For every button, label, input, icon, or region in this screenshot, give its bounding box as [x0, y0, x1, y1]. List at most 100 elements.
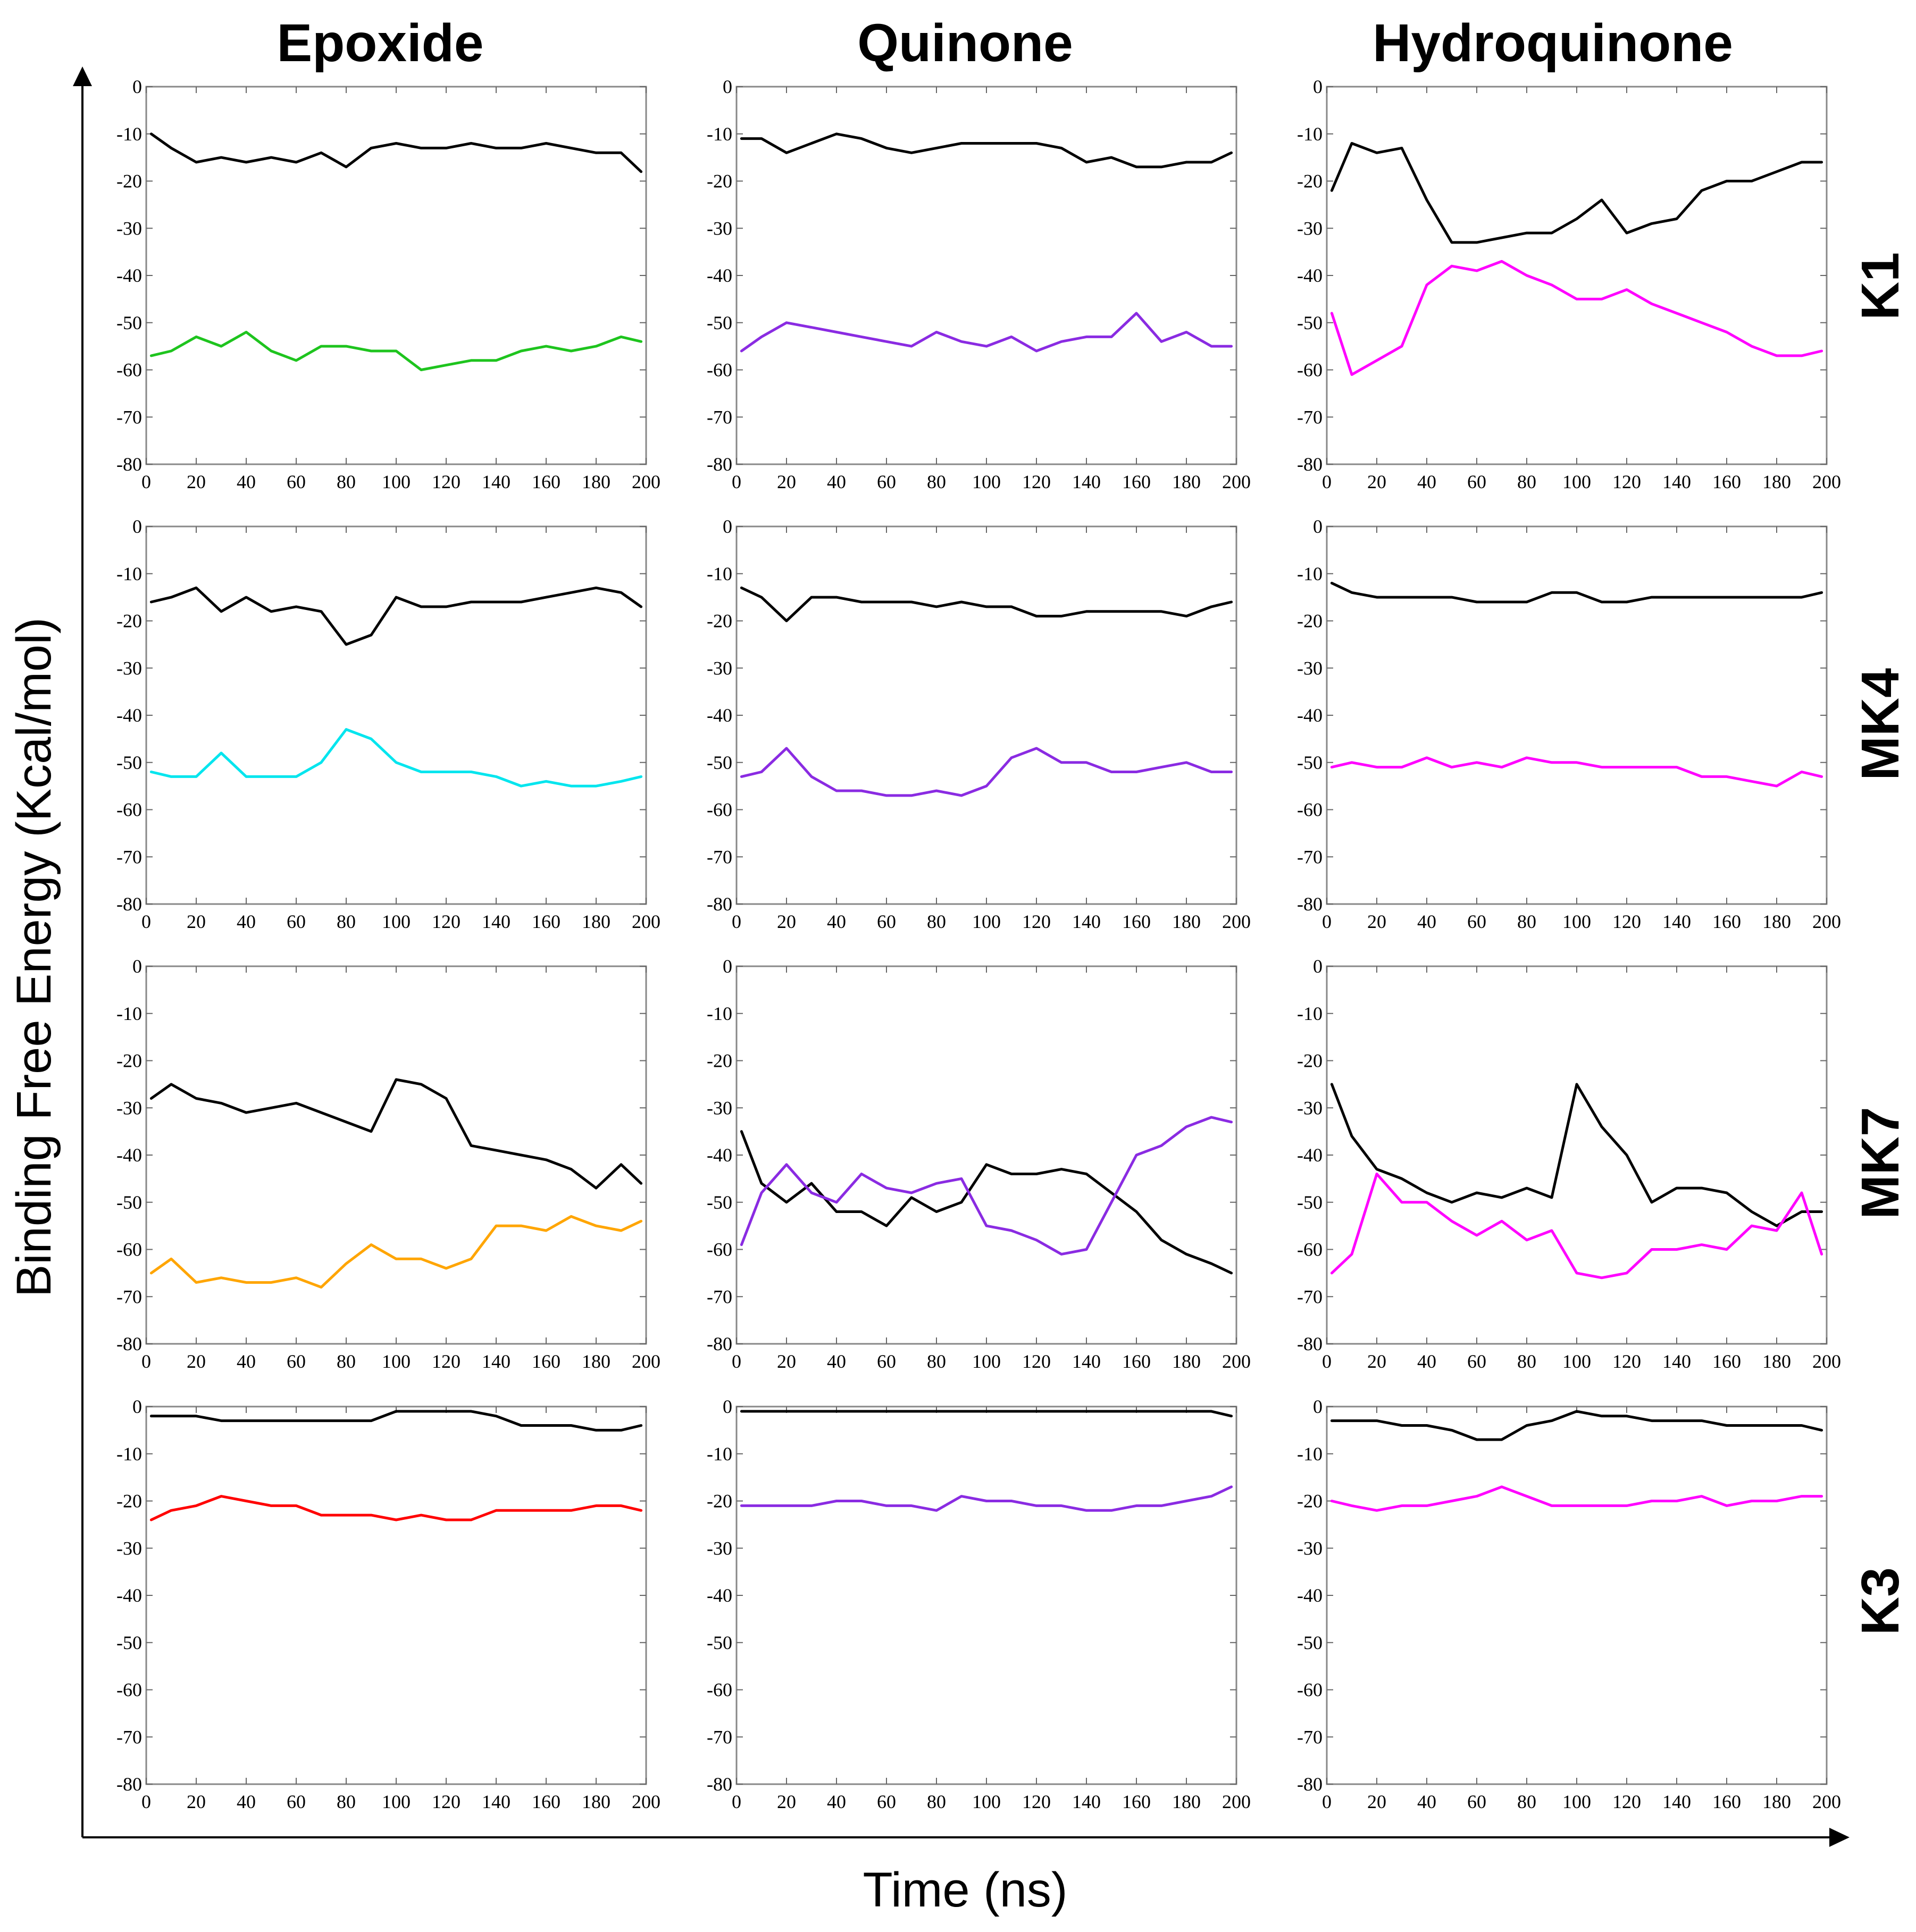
x-tick-label: 100 — [382, 1351, 411, 1372]
y-tick-label: -50 — [1297, 1192, 1323, 1213]
x-tick-label: 100 — [972, 471, 1001, 492]
y-tick-label: -20 — [116, 610, 142, 632]
x-tick-label: 80 — [927, 1351, 946, 1372]
x-tick-label: 140 — [482, 471, 511, 492]
y-tick-label: -20 — [116, 171, 142, 192]
panel-mk7-hydroquinone-frame — [1326, 965, 1828, 1345]
x-tick-label: 200 — [632, 1351, 660, 1372]
x-tick-label: 160 — [1712, 1791, 1741, 1812]
y-tick-label: -10 — [116, 123, 142, 145]
y-tick-label: -40 — [116, 1144, 142, 1166]
x-tick-label: 140 — [482, 1791, 511, 1812]
y-tick-label: -30 — [707, 1097, 732, 1118]
x-tick-label: 0 — [1322, 471, 1332, 492]
y-tick-label: -60 — [707, 1679, 732, 1701]
x-tick-label: 80 — [337, 471, 356, 492]
y-tick-label: -40 — [1297, 705, 1323, 726]
panel-k1-hydroquinone: 0-10-20-30-40-50-60-70-800 20 40 60 80 100 120… — [1297, 76, 1841, 492]
x-tick-label: 40 — [1417, 471, 1436, 492]
x-tick-label: 120 — [432, 1791, 461, 1812]
y-tick-label: -40 — [1297, 265, 1323, 286]
y-tick-label: -80 — [707, 893, 732, 915]
x-tick-label: 100 — [1562, 1351, 1591, 1372]
panel-k3-hydroquinone-series-1-line — [1330, 1485, 1823, 1512]
x-tick-label: 80 — [1517, 1351, 1536, 1372]
x-tick-label: 140 — [1662, 911, 1691, 932]
x-tick-label: 20 — [1367, 1791, 1386, 1812]
x-tick-label: 200 — [1812, 471, 1841, 492]
x-tick-label: 180 — [1762, 1791, 1791, 1812]
panel-mk4-hydroquinone-series-1-line — [1330, 756, 1823, 788]
y-tick-label: -50 — [116, 312, 142, 333]
y-tick-label: -30 — [116, 1097, 142, 1118]
x-tick-label: 60 — [287, 1351, 306, 1372]
x-tick-label: 80 — [927, 471, 946, 492]
y-tick-label: 0 — [723, 76, 732, 97]
row-title-k1: K1 — [1851, 252, 1910, 320]
x-tick-label: 0 — [1322, 1351, 1332, 1372]
y-tick-label: -30 — [1297, 1537, 1323, 1559]
y-tick-label: -80 — [707, 454, 732, 475]
y-tick-label: -10 — [707, 1443, 732, 1465]
x-tick-label: 40 — [237, 1351, 256, 1372]
y-tick-label: -80 — [116, 454, 142, 475]
y-tick-label: -20 — [707, 1050, 732, 1072]
panel-mk7-hydroquinone-series-1-line — [1330, 1173, 1823, 1279]
x-tick-label: 120 — [432, 911, 461, 932]
y-tick-label: 0 — [1313, 1396, 1323, 1417]
panel-k1-quinone-series-0-line — [740, 132, 1233, 169]
panel-mk4-quinone-series-1-line — [740, 747, 1233, 797]
y-tick-label: 0 — [1313, 76, 1323, 97]
panel-k3-quinone-frame — [735, 1406, 1237, 1785]
panel-mk4-hydroquinone-frame — [1326, 525, 1828, 905]
y-tick-label: -10 — [707, 563, 732, 584]
y-tick-label: 0 — [132, 956, 142, 977]
panel-mk7-epoxide-series-0-line — [149, 1078, 643, 1190]
panel-k1-quinone-series-1-line — [740, 312, 1233, 353]
panel-mk4-hydroquinone-series-0-line — [1330, 582, 1823, 604]
x-tick-label: 0 — [732, 471, 741, 492]
y-tick-label: -60 — [116, 1679, 142, 1701]
y-tick-label: -10 — [116, 563, 142, 584]
x-tick-label: 100 — [382, 471, 411, 492]
y-tick-label: -30 — [707, 1537, 732, 1559]
x-tick-label: 40 — [237, 471, 256, 492]
y-tick-label: -30 — [707, 657, 732, 679]
x-tick-label: 80 — [337, 911, 356, 932]
x-tick-label: 140 — [1072, 1351, 1101, 1372]
x-tick-label: 20 — [777, 1791, 796, 1812]
x-tick-label: 140 — [1662, 471, 1691, 492]
x-tick-label: 160 — [532, 911, 560, 932]
x-tick-label: 120 — [1022, 1351, 1051, 1372]
global-x-axis-arrow — [1829, 1828, 1850, 1847]
y-tick-label: -60 — [116, 359, 142, 381]
y-tick-label: 0 — [723, 956, 732, 977]
y-tick-label: -20 — [116, 1050, 142, 1072]
y-tick-label: -50 — [116, 752, 142, 773]
x-tick-label: 40 — [1417, 911, 1436, 932]
x-tick-label: 80 — [337, 1791, 356, 1812]
panel-mk4-quinone-series-0-line — [740, 586, 1233, 622]
x-tick-label: 0 — [141, 1351, 151, 1372]
y-tick-label: -60 — [116, 799, 142, 821]
y-tick-label: 0 — [132, 76, 142, 97]
x-tick-label: 160 — [1122, 1351, 1151, 1372]
x-tick-label: 100 — [1562, 911, 1591, 932]
y-tick-label: -40 — [116, 705, 142, 726]
panel-k1-epoxide-series-1-line — [149, 331, 643, 371]
x-tick-label: 120 — [1022, 471, 1051, 492]
y-tick-label: -40 — [707, 1144, 732, 1166]
x-tick-label: 120 — [432, 1351, 461, 1372]
x-tick-label: 20 — [187, 1351, 206, 1372]
x-tick-label: 20 — [187, 471, 206, 492]
x-tick-label: 20 — [777, 911, 796, 932]
x-tick-label: 180 — [582, 911, 610, 932]
x-tick-label: 40 — [1417, 1791, 1436, 1812]
y-tick-label: -40 — [116, 265, 142, 286]
panel-mk7-epoxide: 0-10-20-30-40-50-60-70-800 20 40 60 80 100 120… — [116, 956, 660, 1372]
x-tick-label: 180 — [1172, 1791, 1201, 1812]
panel-k3-epoxide-series-0-line — [149, 1410, 643, 1432]
x-tick-label: 200 — [1812, 911, 1841, 932]
y-tick-label: -50 — [1297, 312, 1323, 333]
